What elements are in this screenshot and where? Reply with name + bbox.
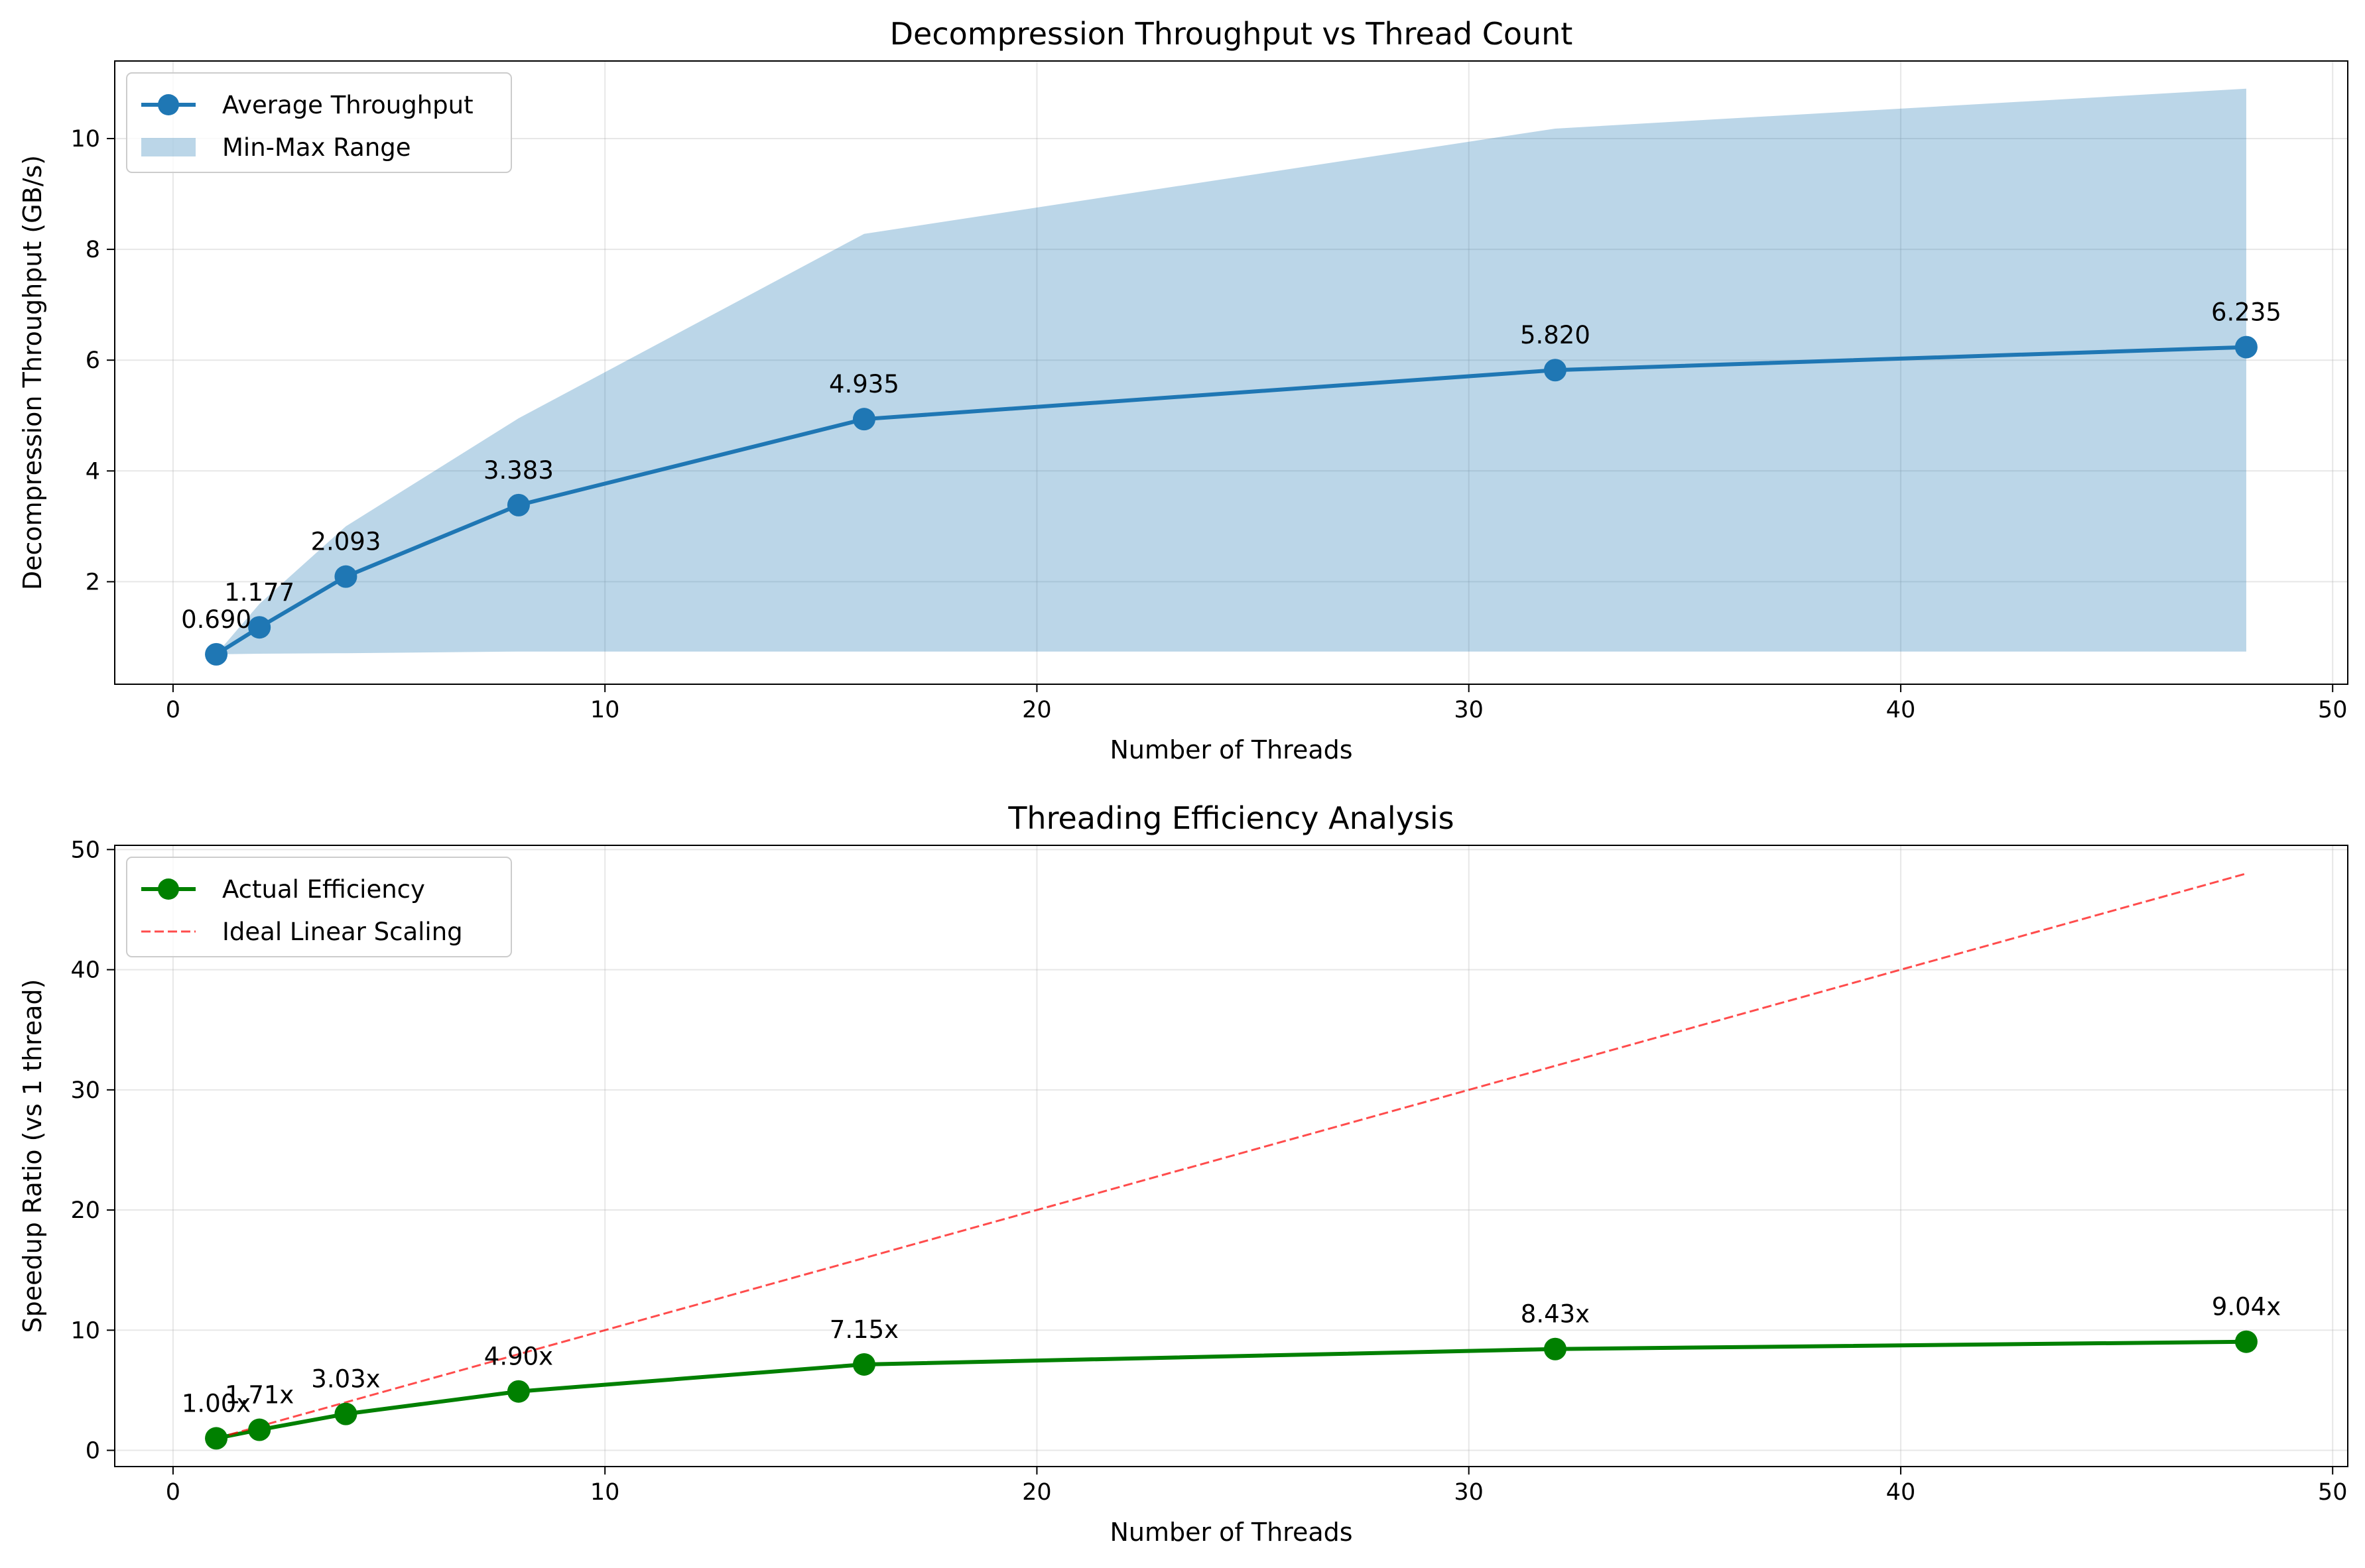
throughput-x-tick-label: 20 <box>1022 697 1052 723</box>
efficiency-data-point <box>2234 1330 2258 1353</box>
throughput-data-label: 1.177 <box>224 578 294 607</box>
throughput-data-label: 2.093 <box>310 528 381 556</box>
throughput-data-point <box>507 493 530 516</box>
throughput-y-tick-label: 10 <box>70 126 100 152</box>
efficiency-data-point <box>334 1402 357 1425</box>
throughput-ticks: 0 10 20 30 40 50 2 4 6 8 10 <box>70 126 2347 723</box>
throughput-plot-frame <box>114 60 2348 685</box>
throughput-x-tick-label: 10 <box>590 697 620 723</box>
efficiency-data-point <box>507 1380 530 1403</box>
efficiency-data-label: 3.03x <box>311 1365 380 1394</box>
efficiency-legend-label: Actual Efficiency <box>222 875 425 904</box>
efficiency-y-tick-label: 10 <box>70 1317 100 1344</box>
efficiency-x-tick-label: 30 <box>1454 1479 1484 1506</box>
efficiency-data-label: 1.71x <box>225 1381 294 1410</box>
efficiency-y-tick-label: 20 <box>70 1197 100 1224</box>
efficiency-x-tick-label: 40 <box>1886 1479 1916 1506</box>
efficiency-data-label: 9.04x <box>2212 1293 2281 1321</box>
efficiency-y-axis-label: Speedup Ratio (vs 1 thread) <box>18 979 47 1333</box>
efficiency-x-tick-label: 20 <box>1022 1479 1052 1506</box>
throughput-marker-layer <box>205 335 2258 666</box>
efficiency-data-label: 7.15x <box>830 1315 899 1344</box>
efficiency-data-label: 4.90x <box>484 1343 553 1371</box>
throughput-y-tick-label: 2 <box>86 569 100 595</box>
throughput-data-label: 3.383 <box>483 456 554 485</box>
efficiency-grid <box>115 845 2348 1467</box>
throughput-y-tick-label: 4 <box>86 458 100 485</box>
throughput-data-point <box>205 642 228 666</box>
throughput-data-point <box>2234 335 2258 359</box>
efficiency-chart-title: Threading Efficiency Analysis <box>1007 800 1454 836</box>
throughput-x-tick-label: 30 <box>1454 697 1484 723</box>
throughput-x-tick-label: 0 <box>166 697 180 723</box>
throughput-data-label: 6.235 <box>2211 298 2281 327</box>
throughput-legend-marker <box>158 94 179 115</box>
throughput-y-axis-label: Decompression Throughput (GB/s) <box>18 155 47 590</box>
throughput-chart-title: Decompression Throughput vs Thread Count <box>890 16 1573 52</box>
efficiency-data-label: 1.00x <box>182 1389 251 1417</box>
throughput-legend-swatch <box>141 138 196 156</box>
throughput-data-point <box>852 408 875 431</box>
throughput-legend-box <box>126 72 512 173</box>
efficiency-y-tick-label: 40 <box>70 957 100 984</box>
throughput-data-point <box>1543 359 1566 382</box>
throughput-min-max-band <box>216 88 2246 654</box>
throughput-legend-label: Average Throughput <box>222 91 474 119</box>
efficiency-legend: Actual Efficiency Ideal Linear Scaling <box>126 857 512 957</box>
efficiency-data-point <box>852 1353 875 1376</box>
throughput-band-layer <box>216 88 2246 654</box>
efficiency-y-tick-label: 0 <box>86 1438 100 1465</box>
throughput-data-point <box>248 616 271 639</box>
throughput-data-label: 0.690 <box>181 605 251 634</box>
efficiency-y-tick-label: 30 <box>70 1077 100 1104</box>
throughput-data-point <box>334 565 357 588</box>
efficiency-data-label: 8.43x <box>1521 1300 1590 1329</box>
efficiency-legend-box <box>126 857 512 957</box>
efficiency-x-axis-label: Number of Threads <box>1110 1518 1352 1547</box>
throughput-data-label: 4.935 <box>829 370 899 398</box>
efficiency-data-point <box>205 1427 228 1450</box>
efficiency-legend-label: Ideal Linear Scaling <box>222 918 463 946</box>
throughput-x-tick-label: 50 <box>2318 697 2348 723</box>
efficiency-ticks: 0 10 20 30 40 50 0 10 20 30 40 50 <box>70 837 2347 1506</box>
efficiency-y-tick-label: 50 <box>70 837 100 863</box>
efficiency-marker-layer <box>205 1330 2258 1450</box>
throughput-data-label: 5.820 <box>1520 321 1590 349</box>
throughput-y-tick-label: 6 <box>86 347 100 374</box>
throughput-legend-label: Min-Max Range <box>222 133 411 162</box>
efficiency-x-tick-label: 50 <box>2318 1479 2348 1506</box>
throughput-x-tick-label: 40 <box>1886 697 1916 723</box>
efficiency-data-point <box>248 1418 271 1441</box>
throughput-x-axis-label: Number of Threads <box>1110 735 1352 764</box>
efficiency-data-point <box>1543 1337 1566 1360</box>
throughput-y-tick-label: 8 <box>86 237 100 263</box>
efficiency-x-tick-label: 10 <box>590 1479 620 1506</box>
throughput-legend: Average Throughput Min-Max Range <box>126 72 512 173</box>
efficiency-legend-marker <box>158 878 179 900</box>
efficiency-x-tick-label: 0 <box>166 1479 180 1506</box>
efficiency-plot-frame <box>114 845 2348 1467</box>
